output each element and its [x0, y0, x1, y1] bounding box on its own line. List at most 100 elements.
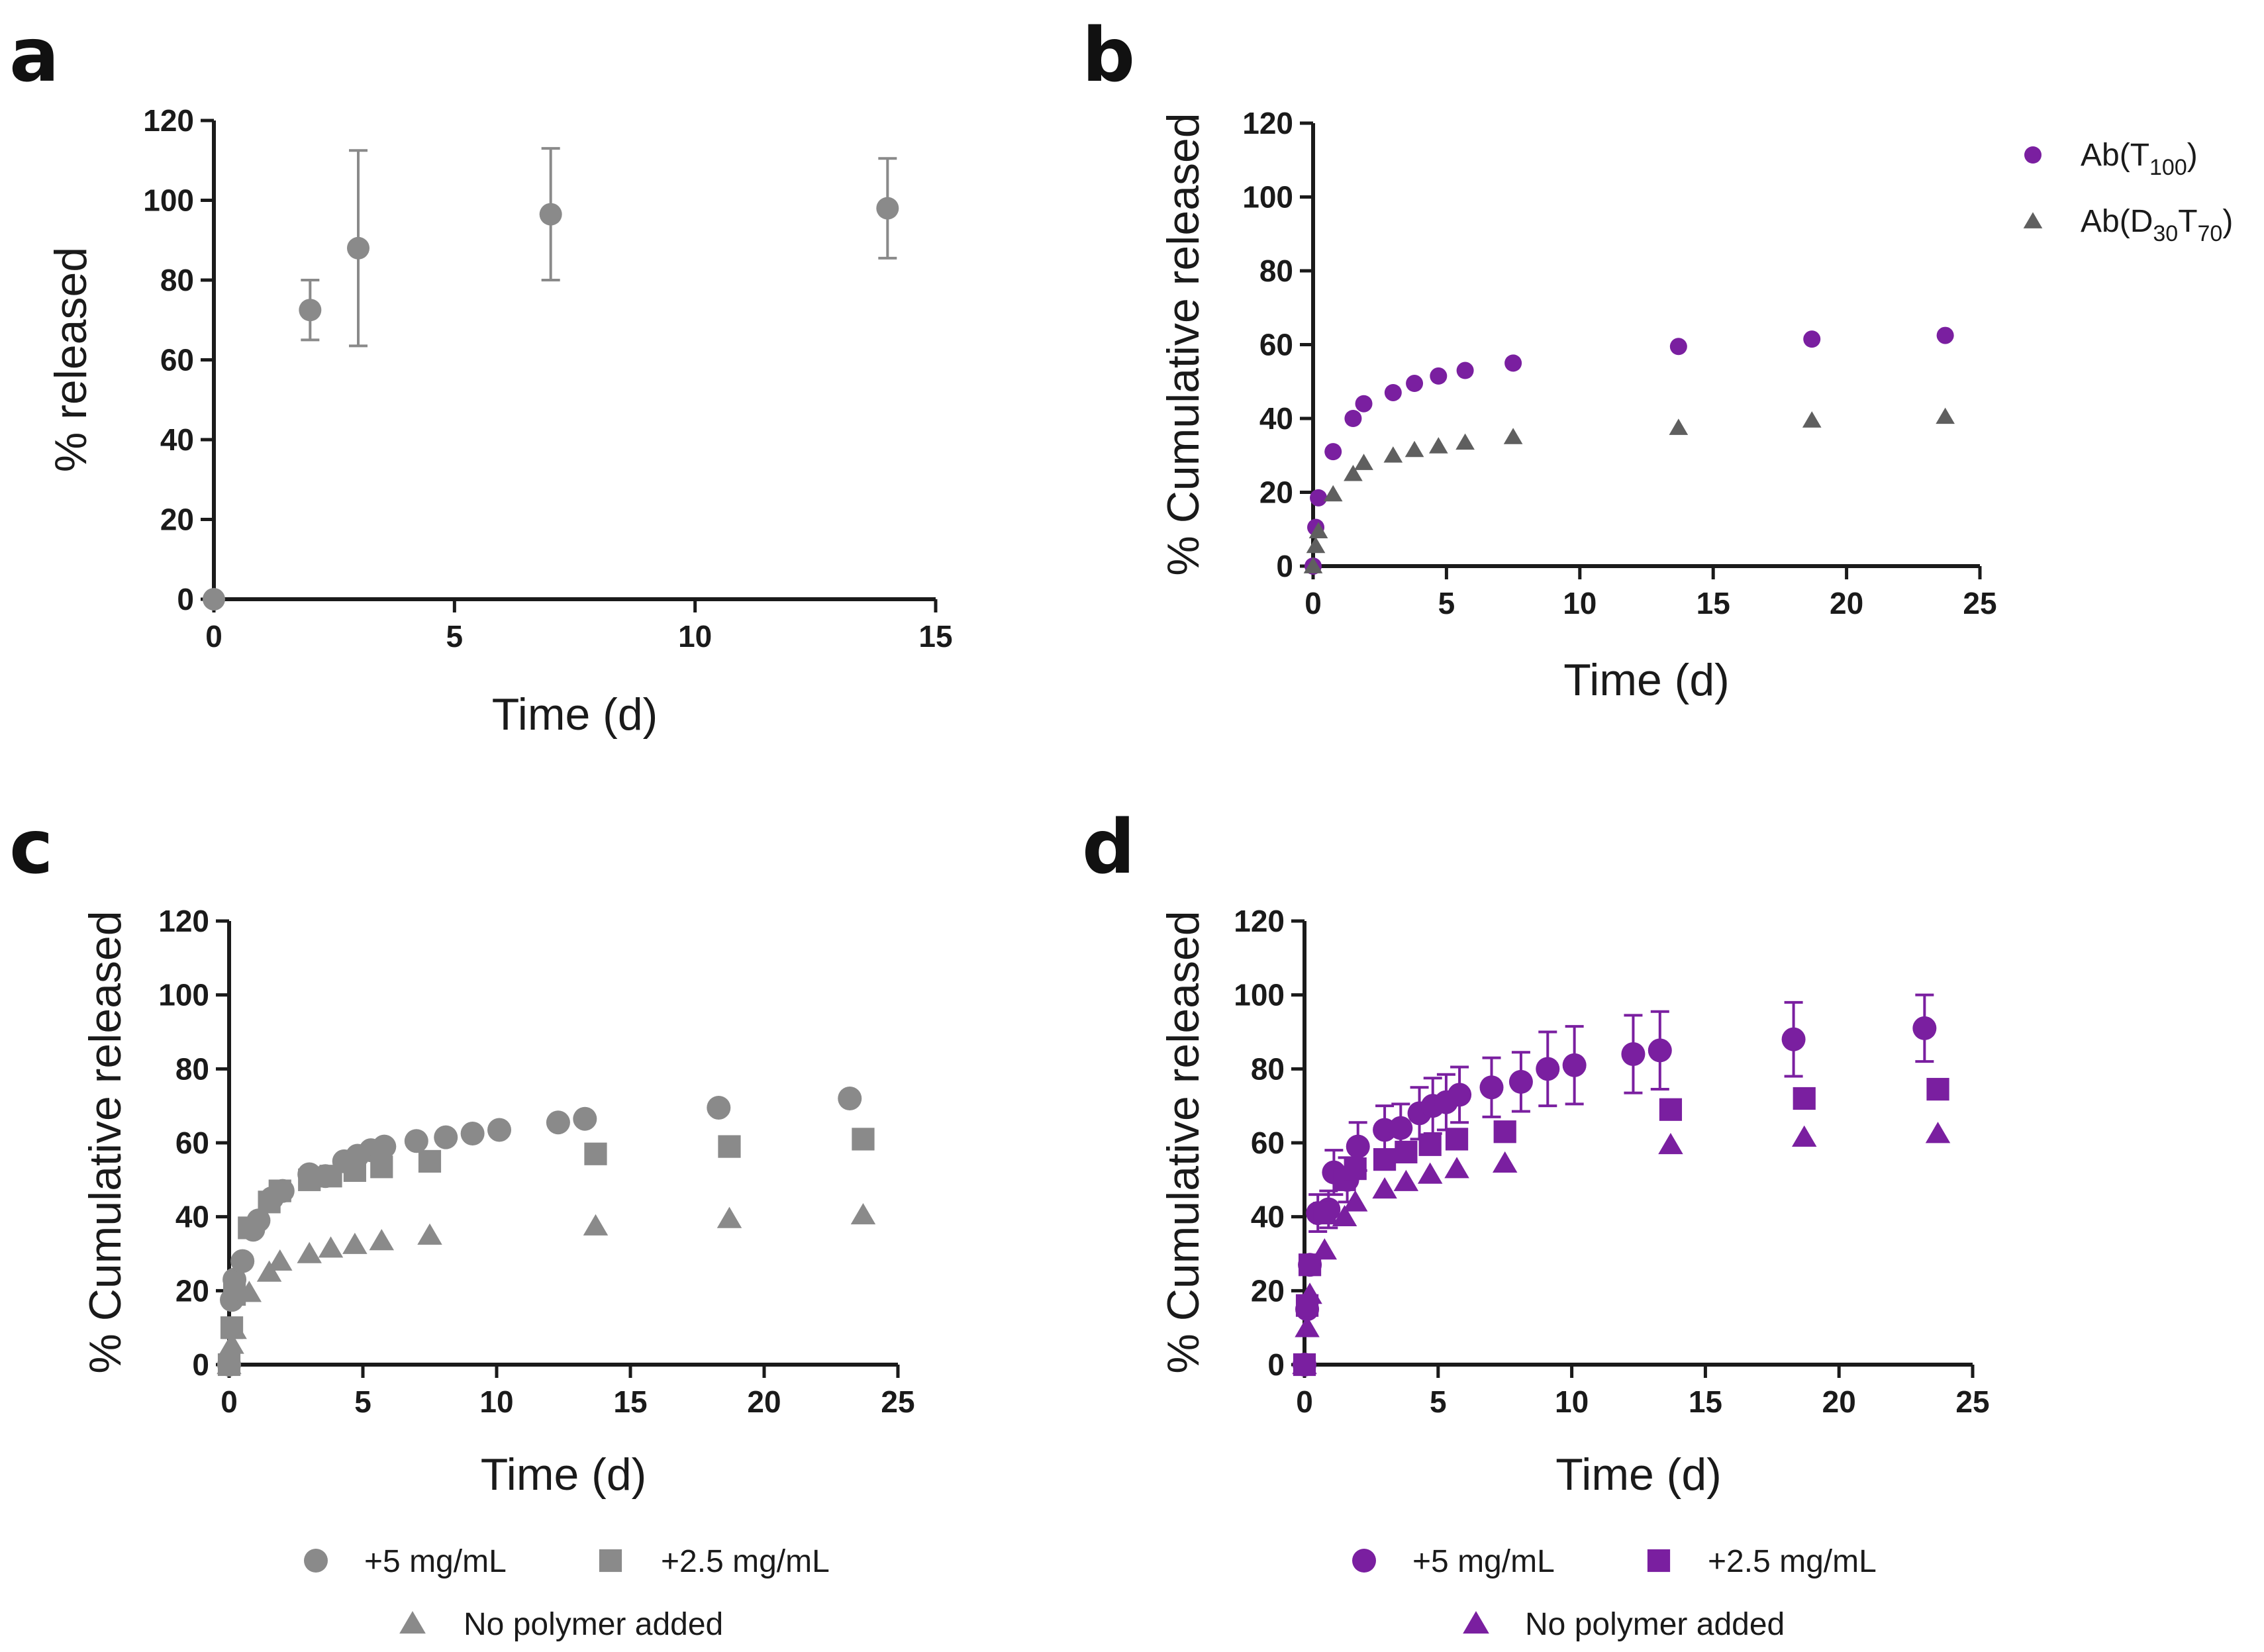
data-point — [546, 1110, 570, 1135]
axes — [212, 121, 936, 601]
data-point — [222, 1318, 247, 1339]
y-tick-label: 120 — [143, 103, 194, 138]
data-point — [1802, 411, 1822, 428]
series-2 — [217, 1203, 876, 1375]
x-tick-label: 25 — [1955, 1385, 1989, 1419]
legend-label: Ab(D30T70) — [2081, 204, 2233, 246]
y-tick-label: 20 — [1251, 1273, 1285, 1308]
data-point — [850, 1203, 876, 1225]
legend-label: +5 mg/mL — [1412, 1544, 1555, 1579]
data-point — [838, 1087, 862, 1110]
data-point — [1393, 1169, 1419, 1191]
data-point — [1373, 1148, 1397, 1171]
x-tick-label: 15 — [1689, 1385, 1722, 1419]
y-tick-label: 120 — [158, 904, 209, 938]
data-point — [417, 1223, 442, 1245]
data-point — [1659, 1098, 1683, 1121]
legend-marker — [599, 1549, 622, 1573]
data-point — [1306, 536, 1326, 554]
data-point — [319, 1165, 342, 1188]
y-tick-label: 20 — [1259, 475, 1293, 510]
data-point — [1313, 1201, 1336, 1225]
y-tick-label: 40 — [175, 1200, 209, 1234]
legend-label: Ab(T100) — [2081, 138, 2198, 180]
data-point — [342, 1232, 368, 1254]
x-tick-label: 0 — [221, 1385, 238, 1419]
series-2 — [1292, 1122, 1951, 1375]
panel-letter-c: c — [9, 804, 53, 891]
series-1 — [1303, 407, 1955, 573]
x-axis-title: Time (d) — [1563, 655, 1730, 705]
data-point — [1445, 1128, 1469, 1151]
data-point — [1342, 1190, 1368, 1212]
data-point — [1324, 443, 1342, 461]
data-point — [1503, 428, 1523, 444]
legend-marker — [1352, 1549, 1376, 1573]
data-point — [1346, 1134, 1370, 1159]
data-point — [268, 1249, 293, 1271]
data-point — [1312, 1238, 1338, 1260]
data-point — [1418, 1133, 1442, 1156]
data-point — [1404, 440, 1424, 458]
data-point — [1384, 383, 1402, 401]
y-axis-title: % Cumulative released — [1158, 113, 1208, 575]
axes — [1311, 123, 1980, 568]
series-0 — [1304, 326, 1954, 575]
x-tick-label: 20 — [747, 1385, 781, 1419]
y-tick-label: 20 — [160, 503, 194, 537]
data-point — [1562, 1053, 1587, 1077]
legend-marker — [1463, 1611, 1489, 1634]
data-point — [230, 1249, 255, 1273]
data-point — [1389, 1116, 1413, 1140]
data-point — [217, 1353, 242, 1375]
data-point — [707, 1095, 731, 1120]
data-point — [1621, 1042, 1646, 1066]
y-tick-label: 100 — [1242, 180, 1293, 215]
legend-marker — [1647, 1549, 1671, 1573]
data-point — [1493, 1120, 1516, 1143]
chart-panel-c: 0 20 40 60 80 100 120 0 5 10 15 20 25 Time (d) % Cumul… — [80, 904, 915, 1642]
data-point — [1344, 410, 1362, 427]
series-0 — [203, 147, 899, 610]
data-point — [1791, 1125, 1817, 1147]
data-point — [1926, 1077, 1949, 1101]
data-point — [404, 1129, 428, 1153]
series-0 — [217, 1087, 862, 1377]
data-point — [297, 1241, 322, 1263]
data-point — [716, 1206, 742, 1228]
legend-marker — [2024, 146, 2042, 164]
x-axis-title: Time (d) — [492, 689, 658, 740]
data-point — [1297, 1283, 1322, 1304]
data-point — [1344, 1157, 1367, 1181]
x-tick-label: 20 — [1830, 586, 1863, 620]
data-point — [1332, 1204, 1357, 1226]
y-tick-label: 120 — [1234, 904, 1285, 938]
legend-label: No polymer added — [464, 1607, 723, 1642]
axes — [227, 921, 898, 1367]
panel-letter-b: b — [1082, 13, 1135, 99]
x-tick-label: 5 — [354, 1385, 371, 1419]
data-point — [1508, 1069, 1533, 1094]
legend-label: +2.5 mg/mL — [661, 1544, 830, 1579]
legend-marker — [304, 1549, 328, 1573]
y-tick-label: 60 — [175, 1126, 209, 1160]
legend-label: No polymer added — [1525, 1607, 1785, 1642]
data-point — [1372, 1177, 1397, 1199]
x-tick-label: 15 — [613, 1385, 647, 1419]
data-point — [1406, 375, 1424, 393]
y-axis-title: % Cumulative released — [1158, 910, 1208, 1373]
data-point — [1303, 557, 1323, 573]
data-point — [236, 1281, 262, 1302]
x-tick-label: 10 — [1555, 1385, 1589, 1419]
data-point — [1310, 489, 1328, 507]
legend: +5 mg/mL +2.5 mg/mL No polymer added — [1352, 1544, 1877, 1642]
data-point — [1430, 367, 1448, 385]
data-point — [1936, 326, 1954, 344]
data-point — [1455, 433, 1475, 450]
data-point — [298, 1168, 321, 1191]
x-tick-label: 25 — [1963, 586, 1996, 620]
data-point — [487, 1118, 512, 1142]
data-point — [1669, 418, 1689, 435]
y-tick-label: 60 — [160, 343, 194, 377]
